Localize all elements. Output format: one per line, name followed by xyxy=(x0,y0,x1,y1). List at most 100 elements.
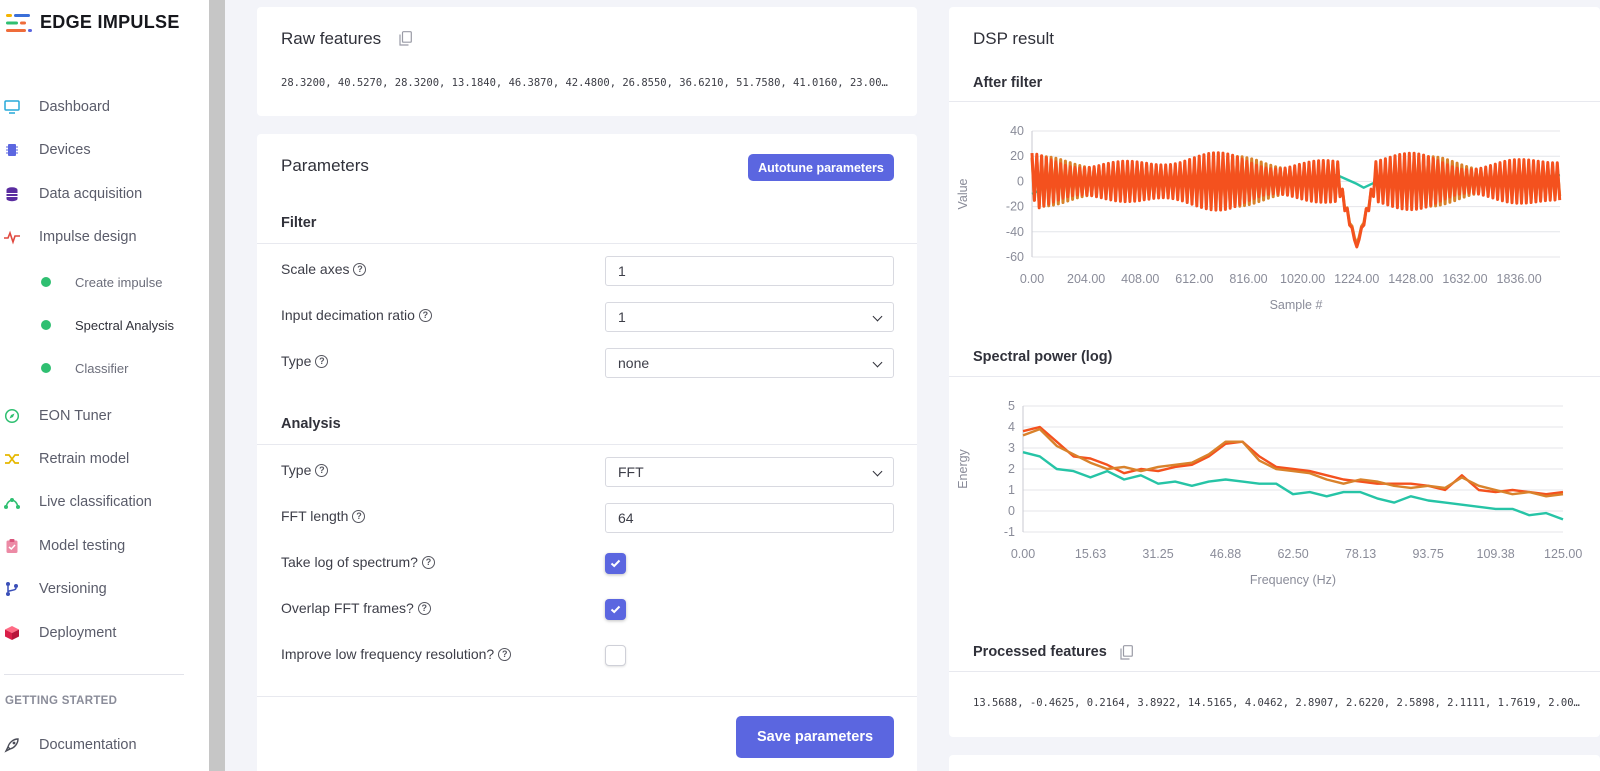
help-icon[interactable]: ? xyxy=(417,601,431,615)
help-icon[interactable]: ? xyxy=(421,555,435,569)
brand-logo[interactable]: EDGE IMPULSE xyxy=(6,12,180,33)
take-log-checkbox[interactable] xyxy=(605,553,626,574)
sidebar-item-versioning[interactable]: Versioning xyxy=(0,575,200,603)
analysis-type-label: Type? xyxy=(281,462,329,478)
spectral-y-tick-label: 2 xyxy=(1008,462,1015,476)
sidebar-item-eon-tuner[interactable]: EON Tuner xyxy=(0,402,200,430)
spectral-y-tick-label: 5 xyxy=(1008,399,1015,413)
fft-length-input[interactable]: 64 xyxy=(605,503,894,533)
after-filter-y-tick-label: 40 xyxy=(1010,124,1024,138)
input-decimation-ratio-select[interactable]: 1 xyxy=(605,302,894,332)
help-icon[interactable]: ? xyxy=(353,262,367,276)
sidebar-item-devices[interactable]: Devices xyxy=(0,136,200,164)
sidebar-item-data-acquisition[interactable]: Data acquisition xyxy=(0,180,200,208)
analysis-type-label-text: Type xyxy=(281,462,312,478)
overlap-fft-checkbox[interactable] xyxy=(605,599,626,620)
sidebar-item-retrain-model[interactable]: Retrain model xyxy=(0,445,200,473)
parameters-title: Parameters xyxy=(281,156,369,175)
take-log-label-text: Take log of spectrum? xyxy=(281,554,418,570)
database-icon xyxy=(4,186,20,202)
help-icon[interactable]: ? xyxy=(418,308,432,322)
autotune-parameters-button[interactable]: Autotune parameters xyxy=(748,154,894,181)
after-filter-x-tick-label: 1428.00 xyxy=(1388,272,1433,286)
after-filter-series-line xyxy=(1030,151,1562,249)
sidebar-item-label: Impulse design xyxy=(39,229,137,245)
sidebar-item-model-testing[interactable]: Model testing xyxy=(0,532,200,560)
status-dot xyxy=(41,320,51,330)
after-filter-x-tick-label: 1836.00 xyxy=(1497,272,1542,286)
spectral-y-tick-label: 3 xyxy=(1008,441,1015,455)
spectral-x-tick-label: 0.00 xyxy=(1011,547,1035,561)
next-card xyxy=(949,755,1600,771)
sidebar-item-live-classification[interactable]: Live classification xyxy=(0,488,200,516)
spectral-y-tick-label: 0 xyxy=(1008,504,1015,518)
after-filter-x-tick-label: 612.00 xyxy=(1175,272,1213,286)
sidebar-item-dashboard[interactable]: Dashboard xyxy=(0,93,200,121)
after-filter-x-tick-label: 1224.00 xyxy=(1334,272,1379,286)
after-filter-y-axis-label: Value xyxy=(956,178,970,209)
save-parameters-button[interactable]: Save parameters xyxy=(736,716,894,758)
compass-icon xyxy=(4,408,20,424)
section-divider xyxy=(949,376,1600,377)
sidebar-scrollbar[interactable] xyxy=(209,0,225,771)
sidebar-subitem-spectral-analysis[interactable]: Spectral Analysis xyxy=(0,311,200,339)
dsp-result-card xyxy=(949,7,1600,737)
dsp-result-title: DSP result xyxy=(973,29,1054,48)
spectral-x-tick-label: 78.13 xyxy=(1345,547,1376,561)
copy-icon[interactable] xyxy=(399,31,412,46)
filter-type-value: none xyxy=(618,355,650,371)
sidebar-item-documentation[interactable]: Documentation xyxy=(0,731,200,759)
check-icon xyxy=(610,605,621,614)
analysis-type-value: FFT xyxy=(618,464,644,480)
spectral-y-axis-label: Energy xyxy=(956,448,970,488)
section-label-getting-started: GETTING STARTED xyxy=(5,695,118,707)
edge-impulse-logo-icon xyxy=(6,13,32,32)
overlap-fft-label-text: Overlap FFT frames? xyxy=(281,600,414,616)
clipboard-check-icon xyxy=(4,538,20,554)
spectral-power-chart: 5 4 3 2 1 0 -1 0.00 15.63 31.25 46.88 62.50 78.13 93.… xyxy=(956,399,1582,587)
improve-low-frequency-checkbox[interactable] xyxy=(605,645,626,666)
fft-length-label: FFT length? xyxy=(281,508,366,524)
help-icon[interactable]: ? xyxy=(315,463,329,477)
footer-divider xyxy=(257,696,917,697)
processed-features-values: 13.5688, -0.4625, 0.2164, 3.8922, 14.516… xyxy=(973,697,1585,709)
after-filter-x-tick-label: 408.00 xyxy=(1121,272,1159,286)
help-icon[interactable]: ? xyxy=(352,509,366,523)
after-filter-x-axis-label: Sample # xyxy=(1270,298,1323,312)
section-divider xyxy=(257,444,917,445)
spectral-series-line xyxy=(1022,425,1564,496)
scale-axes-input[interactable]: 1 xyxy=(605,256,894,286)
sidebar-item-impulse-design[interactable]: Impulse design xyxy=(0,223,200,251)
take-log-label: Take log of spectrum?? xyxy=(281,554,435,570)
sidebar-subitem-classifier[interactable]: Classifier xyxy=(0,354,200,382)
sidebar-item-label: Devices xyxy=(39,142,91,158)
overlap-fft-label: Overlap FFT frames?? xyxy=(281,600,431,616)
sidebar-item-deployment[interactable]: Deployment xyxy=(0,619,200,647)
rocket-icon xyxy=(4,737,20,753)
spectral-series-line xyxy=(1022,427,1564,498)
fft-length-label-text: FFT length xyxy=(281,508,349,524)
filter-type-select[interactable]: none xyxy=(605,348,894,378)
analysis-type-select[interactable]: FFT xyxy=(605,457,894,487)
copy-icon[interactable] xyxy=(1120,645,1133,660)
input-decimation-ratio-label: Input decimation ratio? xyxy=(281,307,432,323)
sidebar-item-label: Documentation xyxy=(39,737,137,753)
after-filter-x-tick-label: 0.00 xyxy=(1020,272,1044,286)
spectral-x-axis-label: Frequency (Hz) xyxy=(1250,573,1336,587)
sidebar-item-label: Live classification xyxy=(39,494,152,510)
after-filter-x-tick-label: 204.00 xyxy=(1067,272,1105,286)
sidebar-subitem-create-impulse[interactable]: Create impulse xyxy=(0,268,200,296)
sidebar-item-label: Deployment xyxy=(39,625,117,641)
spectral-series-line xyxy=(1022,451,1564,521)
sidebar-divider xyxy=(4,674,184,675)
spectral-x-tick-label: 46.88 xyxy=(1210,547,1241,561)
sidebar-item-label: Model testing xyxy=(39,538,126,554)
sidebar-item-label: Retrain model xyxy=(39,451,130,467)
brand-name: EDGE IMPULSE xyxy=(40,12,180,32)
after-filter-title: After filter xyxy=(973,75,1043,91)
analysis-section-title: Analysis xyxy=(281,416,341,432)
help-icon[interactable]: ? xyxy=(498,647,512,661)
after-filter-y-tick-label: -20 xyxy=(1006,200,1024,214)
help-icon[interactable]: ? xyxy=(315,354,329,368)
raw-features-values: 28.3200, 40.5270, 28.3200, 13.1840, 46.3… xyxy=(281,77,891,89)
